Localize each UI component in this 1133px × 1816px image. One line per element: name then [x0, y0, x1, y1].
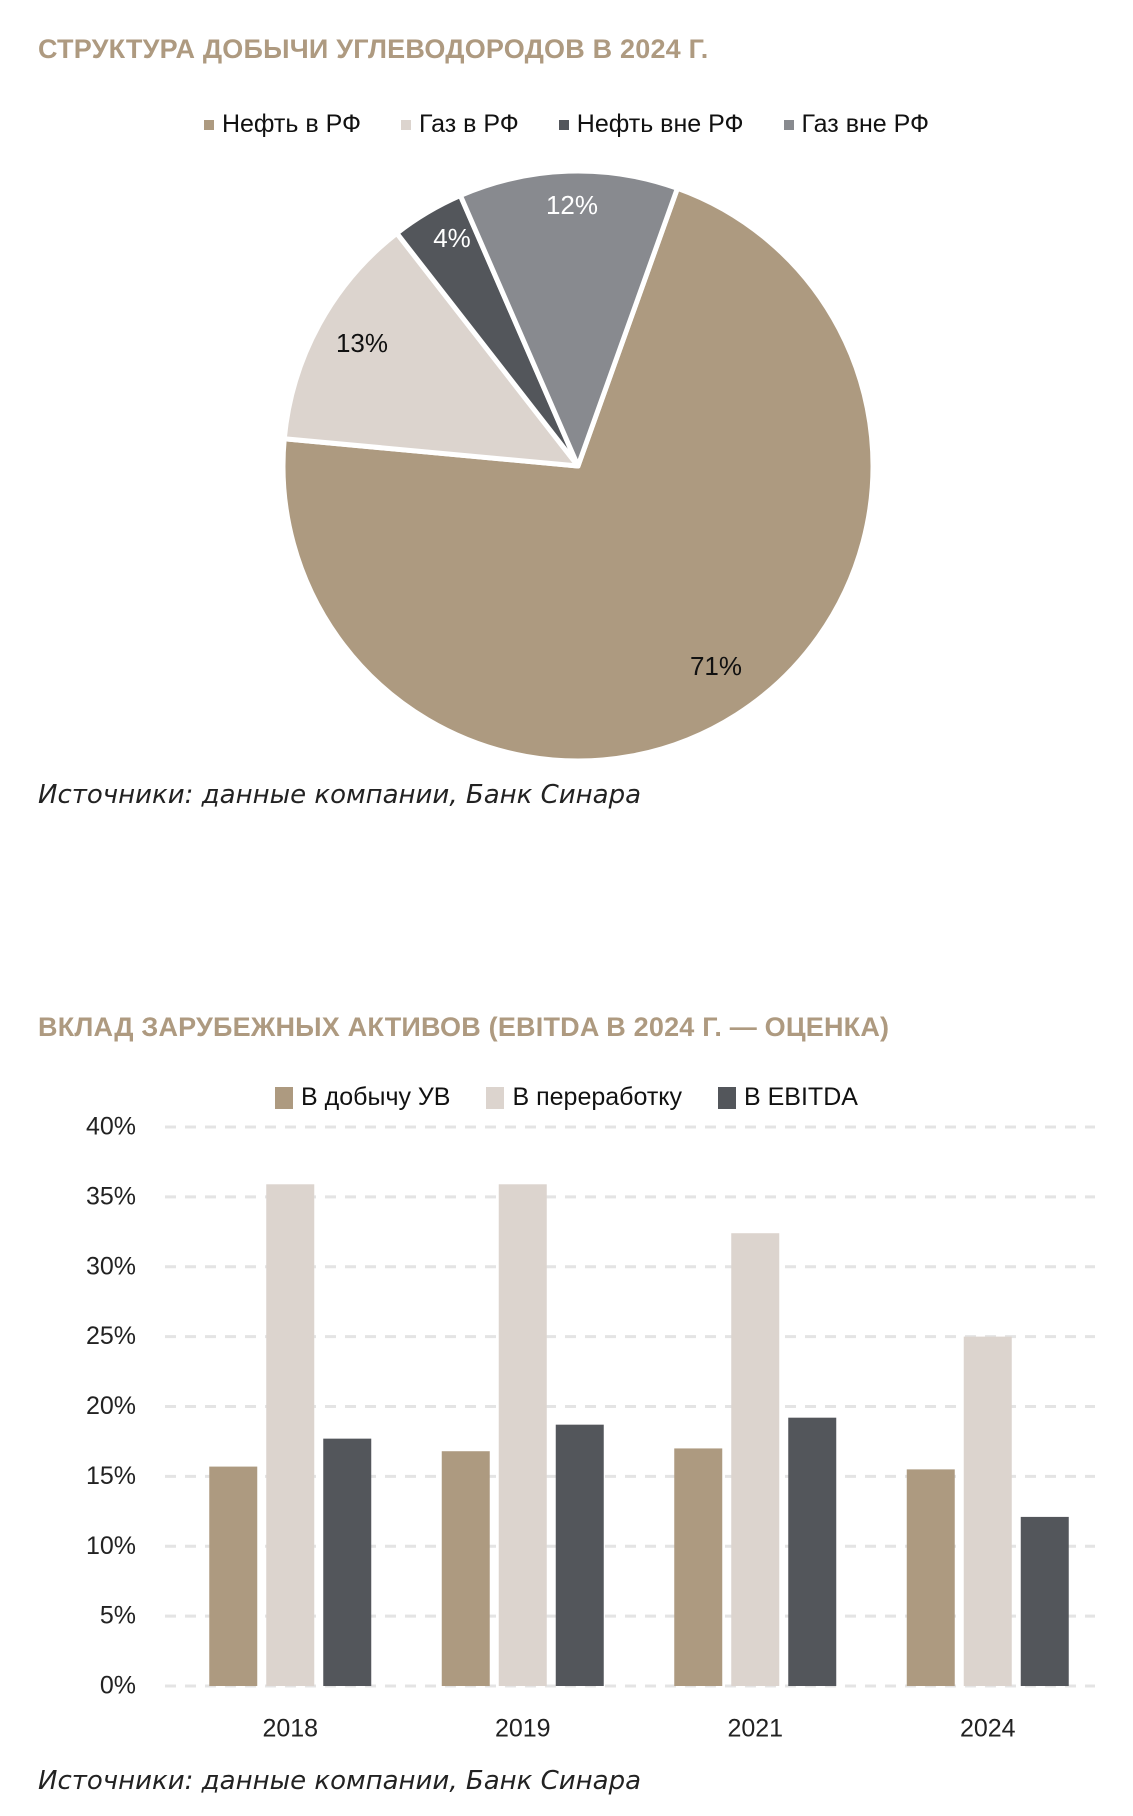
legend-label: В переработку: [512, 1083, 683, 1111]
pie-slice: [457, 168, 680, 469]
bar-legend: В добычу УВ В переработку В EBITDA: [0, 1083, 1133, 1112]
pie-data-label: 71%: [690, 651, 742, 681]
y-tick-label: 5%: [100, 1602, 136, 1630]
legend-swatch-icon: [400, 119, 411, 130]
legend-label: Газ в РФ: [418, 110, 519, 138]
legend-label: Нефть вне РФ: [576, 110, 744, 138]
bar: [498, 1184, 547, 1686]
y-tick-label: 30%: [86, 1252, 136, 1280]
bar-chart: 0% 5% 10% 15% 20% 25% 30% 35% 40% 2018 2019 2021 202…: [86, 1113, 1095, 1743]
x-tick-label: 2021: [727, 1715, 783, 1743]
legend-swatch-icon: [558, 119, 569, 130]
y-tick-label: 15%: [86, 1462, 136, 1490]
bar: [555, 1424, 604, 1686]
bar: [441, 1451, 490, 1686]
pie-data-label: 13%: [336, 328, 388, 358]
legend-item: Газ вне РФ: [783, 110, 930, 139]
pie-data-label: 12%: [546, 190, 598, 220]
y-tick-label: 0%: [100, 1672, 136, 1700]
legend-label: Газ вне РФ: [801, 110, 930, 138]
y-tick-label: 40%: [86, 1113, 136, 1141]
pie-legend: Нефть в РФ Газ в РФ Нефть вне РФ Газ вне РФ: [0, 110, 1133, 139]
bar: [963, 1336, 1012, 1686]
bar: [788, 1417, 837, 1686]
pie-slice: [280, 185, 876, 764]
legend-item: В EBITDA: [718, 1083, 858, 1112]
legend-label: Нефть в РФ: [221, 110, 361, 138]
legend-label: В EBITDA: [744, 1083, 858, 1111]
x-tick-label: 2018: [262, 1715, 318, 1743]
legend-swatch-icon: [783, 119, 794, 130]
bar: [209, 1466, 258, 1686]
y-tick-label: 10%: [86, 1532, 136, 1560]
x-tick-label: 2019: [495, 1715, 551, 1743]
legend-swatch-icon: [275, 1086, 294, 1109]
bar: [1020, 1516, 1069, 1686]
bar: [323, 1438, 372, 1686]
bar: [674, 1448, 723, 1686]
pie-source-note: Источники: данные компании, Банк Синара: [38, 780, 642, 810]
pie-chart: 71% 13% 4% 12%: [280, 168, 876, 764]
pie-slice: [281, 230, 581, 469]
x-tick-label: 2024: [960, 1715, 1016, 1743]
y-tick-label: 35%: [86, 1182, 136, 1210]
bar: [731, 1233, 780, 1686]
legend-item: В переработку: [486, 1083, 682, 1112]
pie-chart-title: СТРУКТУРА ДОБЫЧИ УГЛЕВОДОРОДОВ В 2024 Г.: [38, 34, 709, 64]
bar: [906, 1469, 955, 1686]
legend-swatch-icon: [203, 119, 214, 130]
legend-label: В добычу УВ: [301, 1083, 451, 1111]
bar: [266, 1184, 315, 1686]
legend-swatch-icon: [486, 1086, 505, 1109]
legend-item: В добычу УВ: [275, 1083, 450, 1112]
pie-data-label: 4%: [433, 223, 471, 253]
bar-chart-title: ВКЛАД ЗАРУБЕЖНЫХ АКТИВОВ (EBITDA В 2024 …: [38, 1012, 890, 1042]
legend-item: Нефть в РФ: [203, 110, 361, 139]
y-tick-label: 25%: [86, 1322, 136, 1350]
legend-item: Нефть вне РФ: [558, 110, 744, 139]
y-tick-label: 20%: [86, 1392, 136, 1420]
bar-source-note: Источники: данные компании, Банк Синара: [38, 1766, 642, 1796]
legend-swatch-icon: [718, 1086, 737, 1109]
legend-item: Газ в РФ: [400, 110, 519, 139]
